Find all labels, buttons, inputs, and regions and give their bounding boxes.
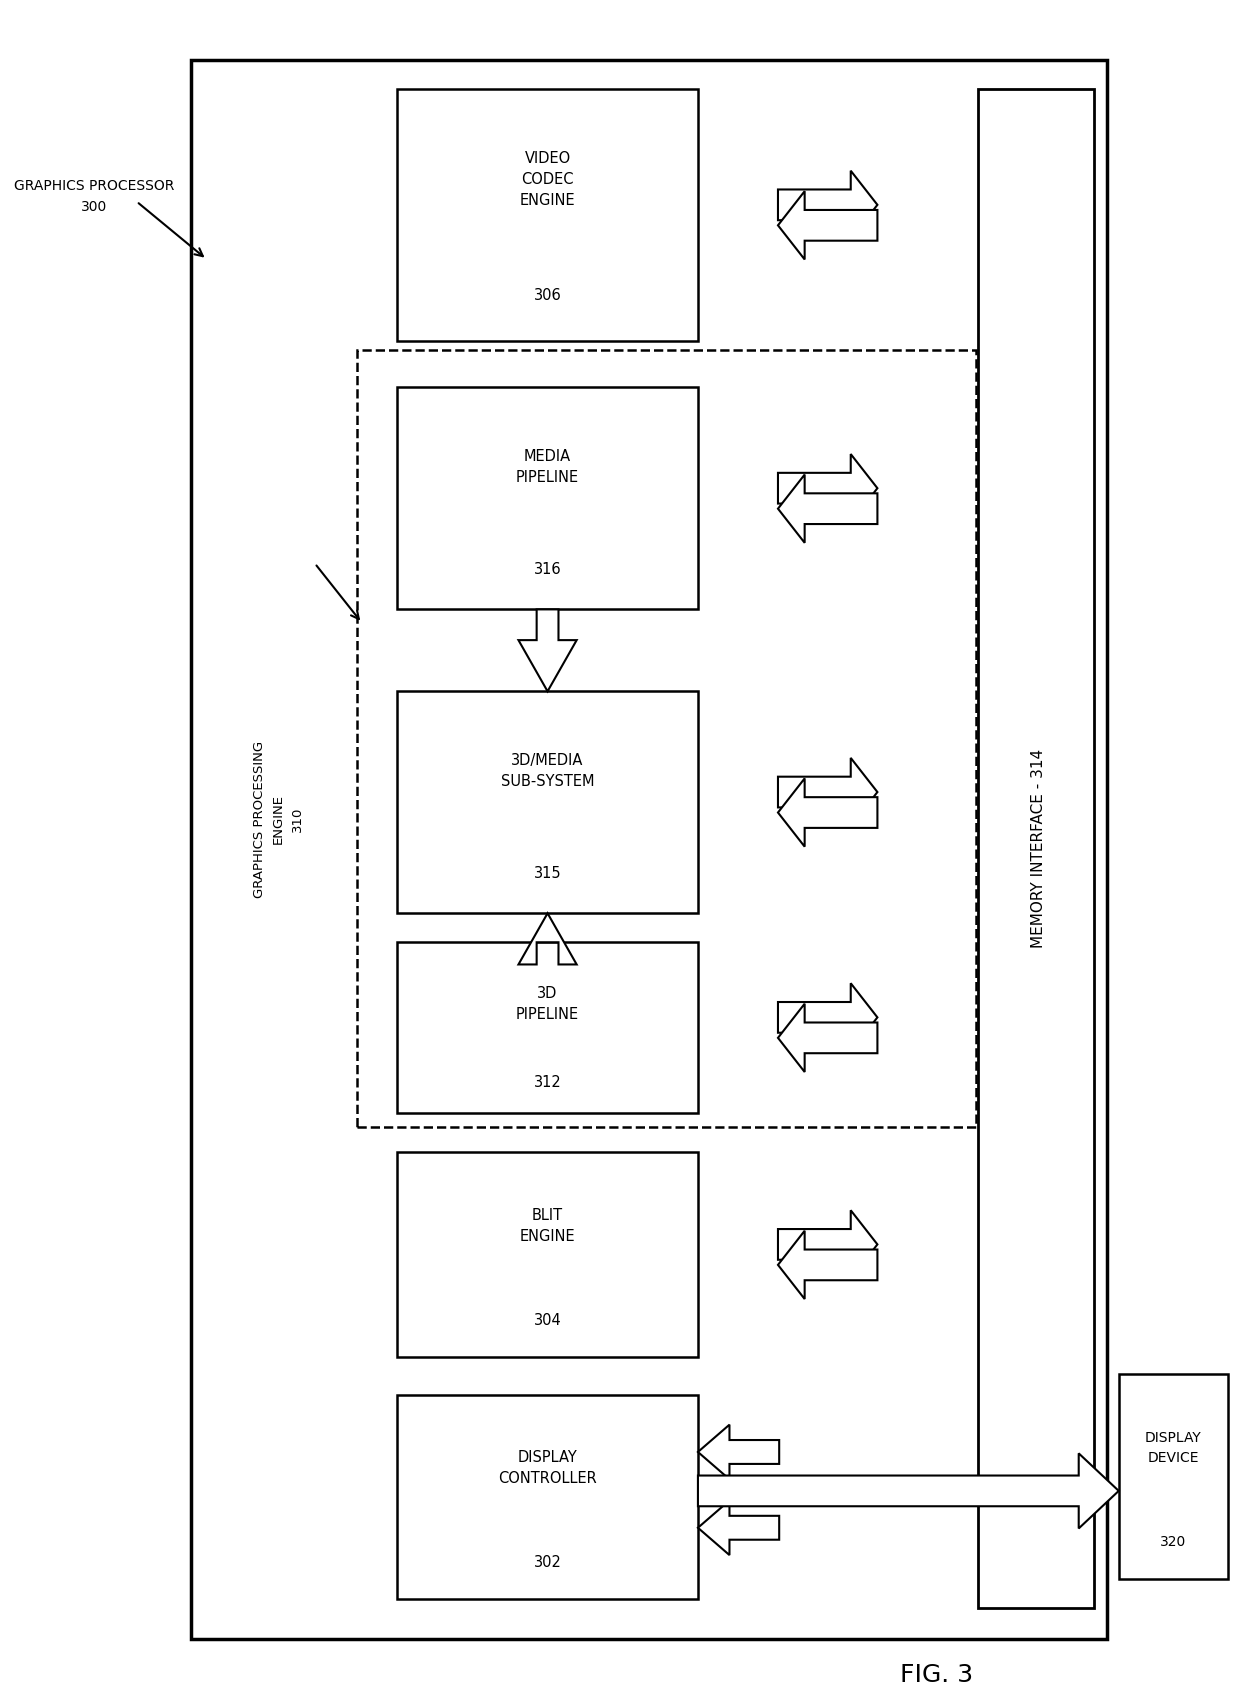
Text: 3D/MEDIA
SUB-SYSTEM: 3D/MEDIA SUB-SYSTEM xyxy=(501,753,594,789)
Text: 316: 316 xyxy=(533,562,562,577)
Text: MEMORY INTERFACE - 314: MEMORY INTERFACE - 314 xyxy=(1032,749,1047,947)
Polygon shape xyxy=(777,454,878,522)
Polygon shape xyxy=(777,1210,878,1279)
Polygon shape xyxy=(698,1425,779,1480)
Polygon shape xyxy=(698,1453,1118,1528)
Bar xyxy=(191,60,1106,1639)
Polygon shape xyxy=(518,609,577,691)
Bar xyxy=(397,387,698,609)
Text: 320: 320 xyxy=(1161,1535,1187,1550)
Bar xyxy=(397,1395,698,1599)
Bar xyxy=(1118,1374,1228,1579)
Polygon shape xyxy=(777,191,878,259)
Polygon shape xyxy=(698,1500,779,1555)
Text: 306: 306 xyxy=(533,288,562,304)
Bar xyxy=(397,691,698,913)
Bar xyxy=(978,89,1095,1608)
Polygon shape xyxy=(777,1231,878,1299)
Text: 3D
PIPELINE: 3D PIPELINE xyxy=(516,985,579,1022)
Polygon shape xyxy=(518,913,577,964)
Polygon shape xyxy=(777,983,878,1052)
Bar xyxy=(397,942,698,1113)
Text: DISPLAY
CONTROLLER: DISPLAY CONTROLLER xyxy=(498,1451,596,1487)
Polygon shape xyxy=(777,1004,878,1072)
Bar xyxy=(397,1152,698,1357)
Bar xyxy=(357,350,976,1127)
Text: BLIT
ENGINE: BLIT ENGINE xyxy=(520,1209,575,1244)
Polygon shape xyxy=(777,778,878,847)
Text: 302: 302 xyxy=(533,1555,562,1570)
Polygon shape xyxy=(777,758,878,826)
Polygon shape xyxy=(777,171,878,239)
Bar xyxy=(397,89,698,341)
Text: 312: 312 xyxy=(533,1075,562,1089)
Text: VIDEO
CODEC
ENGINE: VIDEO CODEC ENGINE xyxy=(520,152,575,208)
Polygon shape xyxy=(777,475,878,543)
Text: GRAPHICS PROCESSING
ENGINE
310: GRAPHICS PROCESSING ENGINE 310 xyxy=(253,741,304,898)
Text: 315: 315 xyxy=(533,865,562,881)
Text: DISPLAY
DEVICE: DISPLAY DEVICE xyxy=(1145,1430,1202,1465)
Text: FIG. 3: FIG. 3 xyxy=(900,1663,973,1687)
Text: 304: 304 xyxy=(533,1313,562,1328)
Text: MEDIA
PIPELINE: MEDIA PIPELINE xyxy=(516,449,579,485)
Text: GRAPHICS PROCESSOR
300: GRAPHICS PROCESSOR 300 xyxy=(14,179,174,213)
